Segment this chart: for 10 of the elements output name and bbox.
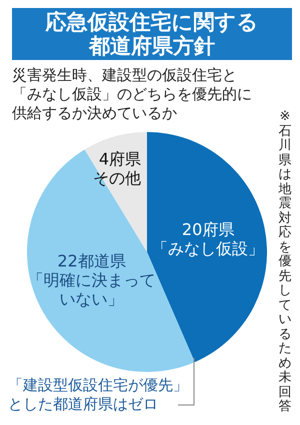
chart-title: 応急仮設住宅に関する都道府県方針: [44, 10, 260, 58]
data-label: 4府県: [98, 149, 141, 168]
text: 「建設型仮設住宅が優先」とした都道府県はゼロ: [8, 376, 189, 414]
slice-label: その他: [93, 168, 141, 188]
chart-subtitle: 災害発生時、建設型の仮設住宅と「みなし仮設」のどちらを優先的に供給するか決めているか: [12, 66, 253, 123]
slice-label: 「みなし仮設」: [152, 238, 264, 258]
text: ※石川県は地震対応を優先しているため未回答: [278, 109, 292, 414]
data-label: 20府県: [182, 220, 234, 239]
slice-label: 「明確に決まっていない」: [28, 270, 156, 309]
data-label: 22都道県: [57, 252, 126, 271]
